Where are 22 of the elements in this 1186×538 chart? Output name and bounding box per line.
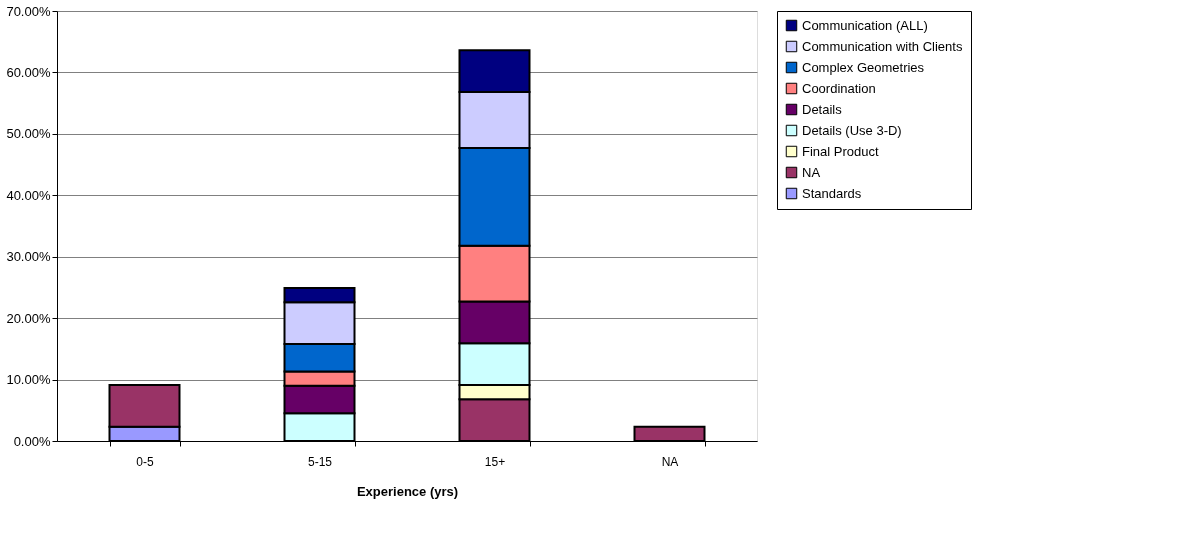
legend-label: Complex Geometries [802, 59, 925, 75]
legend-label: NA [802, 164, 821, 180]
x-tick-label: 15+ [484, 454, 506, 469]
x-tick-label: 5-15 [307, 454, 333, 469]
x-tick-label: NA [661, 454, 679, 469]
x-axis-title: Experience (yrs) [356, 483, 459, 499]
y-tick-label: 20.00% [6, 310, 51, 326]
y-tick-label: 70.00% [6, 3, 51, 19]
legend-label: Standards [802, 185, 862, 201]
y-tick-label: 50.00% [6, 126, 51, 142]
y-tick-label: 10.00% [6, 372, 51, 388]
legend-label: Coordination [802, 80, 876, 96]
y-tick-label: 40.00% [6, 187, 51, 203]
legend-label: Details (Use 3-D) [802, 122, 902, 138]
x-tick-label: 0-5 [136, 454, 154, 469]
y-tick-label: 30.00% [6, 249, 51, 265]
legend-label: Communication (ALL) [802, 17, 928, 33]
legend-label: Communication with Clients [802, 38, 963, 54]
y-tick-label: 60.00% [6, 64, 51, 80]
legend-label: Final Product [802, 143, 879, 159]
legend-label: Details [802, 101, 843, 117]
y-tick-label: 0.00% [13, 433, 51, 449]
